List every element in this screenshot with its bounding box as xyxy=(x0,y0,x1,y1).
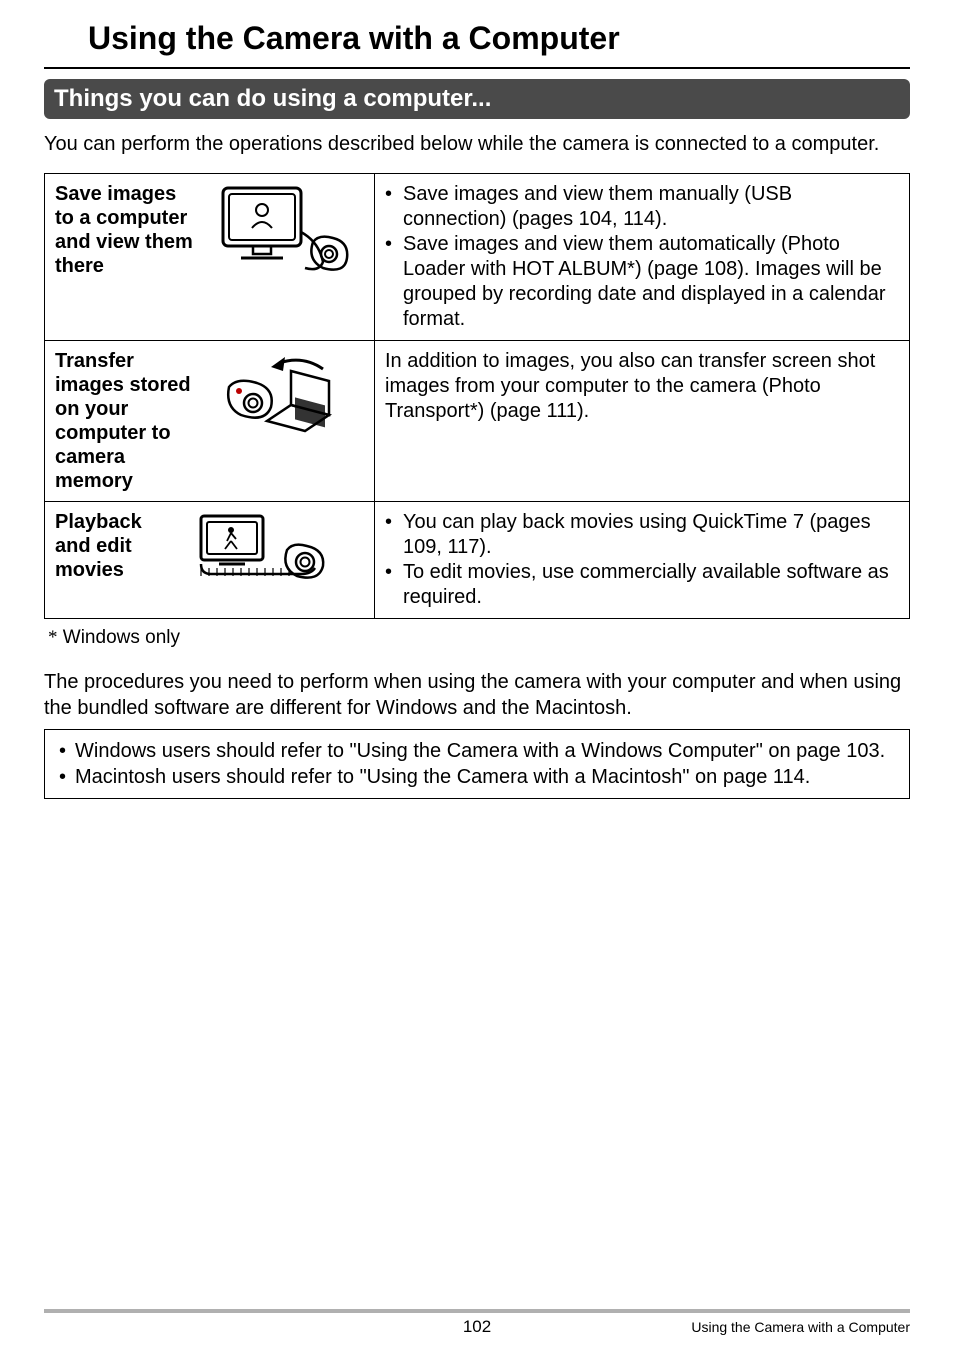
monitor-camera-icon xyxy=(203,182,364,277)
bullet-list: You can play back movies using QuickTime… xyxy=(385,510,899,610)
manual-page: Using the Camera with a Computer Things … xyxy=(0,0,954,1357)
list-item: Save images and view them automatically … xyxy=(385,232,899,332)
footer-divider xyxy=(44,1309,910,1313)
footer-section-title: Using the Camera with a Computer xyxy=(691,1319,910,1335)
table-row: Save images to a computer and view them … xyxy=(45,174,910,341)
feature-table: Save images to a computer and view them … xyxy=(44,173,910,619)
asterisk-icon: * xyxy=(48,627,58,648)
feature-title: Save images to a computer and view them … xyxy=(55,182,195,278)
title-underline xyxy=(44,67,910,69)
table-row: Playback and edit movies xyxy=(45,502,910,619)
procedures-text: The procedures you need to perform when … xyxy=(44,669,910,721)
laptop-camera-icon xyxy=(203,349,364,439)
list-item: Windows users should refer to "Using the… xyxy=(57,738,897,764)
movie-camera-icon xyxy=(163,510,364,590)
feature-title-cell: Save images to a computer and view them … xyxy=(45,174,375,341)
feature-desc-cell: You can play back movies using QuickTime… xyxy=(375,502,910,619)
footnote: * Windows only xyxy=(48,627,910,649)
section-heading: Things you can do using a computer... xyxy=(44,79,910,119)
bullet-list: Save images and view them manually (USB … xyxy=(385,182,899,332)
list-item: Save images and view them manually (USB … xyxy=(385,182,899,232)
intro-text: You can perform the operations described… xyxy=(44,131,910,157)
list-item: Macintosh users should refer to "Using t… xyxy=(57,764,897,790)
feature-title-cell: Playback and edit movies xyxy=(45,502,375,619)
feature-title-cell: Transfer images stored on your computer … xyxy=(45,341,375,502)
page-footer: 102 Using the Camera with a Computer xyxy=(44,1309,910,1335)
feature-desc-cell: In addition to images, you also can tran… xyxy=(375,341,910,502)
feature-desc-text: In addition to images, you also can tran… xyxy=(385,350,875,422)
list-item: You can play back movies using QuickTime… xyxy=(385,510,899,560)
table-row: Transfer images stored on your computer … xyxy=(45,341,910,502)
footnote-text: Windows only xyxy=(63,627,180,648)
list-item: To edit movies, use commercially availab… xyxy=(385,560,899,610)
feature-title: Transfer images stored on your computer … xyxy=(55,349,195,493)
feature-desc-cell: Save images and view them manually (USB … xyxy=(375,174,910,341)
feature-title: Playback and edit movies xyxy=(55,510,155,582)
page-title: Using the Camera with a Computer xyxy=(88,20,910,57)
os-note-box: Windows users should refer to "Using the… xyxy=(44,729,910,799)
